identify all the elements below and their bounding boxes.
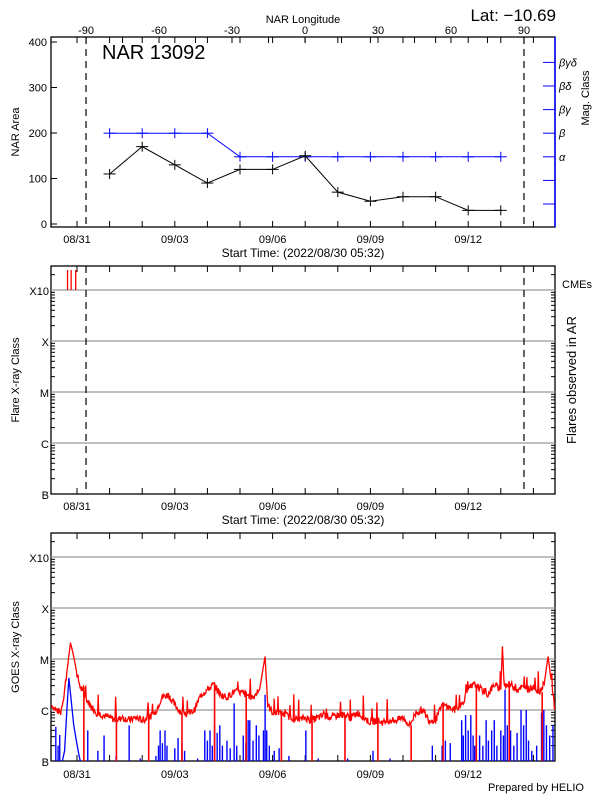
area-point	[462, 205, 475, 216]
ar-title: NAR 13092	[102, 42, 205, 64]
x-tick-label: 08/31	[63, 769, 91, 781]
y-axis-title: GOES X-ray Class	[10, 601, 22, 693]
y-axis-title: NAR Area	[10, 107, 22, 157]
x-tick-label: 08/31	[63, 501, 91, 513]
y-tick-label: 400	[29, 37, 47, 49]
mag-class-label: βγ	[558, 105, 572, 117]
lat-label: Lat: −10.69	[470, 6, 556, 25]
x-tick-label: 09/12	[454, 501, 482, 513]
x-tick-label: 09/09	[357, 234, 385, 246]
x-tick-label: 09/09	[357, 501, 385, 513]
goes-short-bump	[61, 677, 81, 762]
y-tick-label: C	[41, 706, 49, 718]
y-tick-label: M	[40, 655, 49, 667]
flare-panel-frame	[50, 265, 556, 495]
cme-legend: CMEs	[562, 279, 592, 291]
x-tick-label: 09/03	[161, 234, 189, 246]
y-tick-label: X	[42, 337, 50, 349]
mag-class-point	[494, 151, 507, 162]
y-tick-label: C	[41, 439, 49, 451]
area-point	[234, 164, 246, 175]
goes-long-line	[51, 642, 556, 728]
mag-class-point	[331, 151, 344, 162]
y-tick-label: B	[42, 757, 49, 769]
credit: Prepared by HELIO	[488, 782, 584, 794]
x-tick-label: 09/12	[454, 769, 482, 781]
mag-class-point	[429, 151, 442, 162]
area-point	[201, 178, 214, 189]
area-point	[168, 159, 181, 170]
area-point	[103, 168, 116, 179]
y-tick-label: X	[42, 604, 50, 616]
area-point	[494, 205, 507, 216]
lon-tick-label: 90	[518, 25, 530, 37]
area-point	[364, 196, 377, 207]
area-point	[136, 141, 149, 152]
mag-class-point	[397, 151, 409, 162]
lon-tick-label: -60	[151, 25, 167, 37]
x-tick-label: 09/06	[259, 234, 287, 246]
y-tick-label: X10	[29, 286, 49, 298]
area-point	[429, 191, 442, 202]
x-tick-label: 09/06	[259, 769, 287, 781]
area-point	[299, 150, 312, 161]
y-tick-label: X10	[29, 553, 49, 565]
y-tick-label: B	[42, 490, 49, 502]
lon-tick-label: 30	[372, 25, 384, 37]
x-tick-label: 09/12	[454, 234, 482, 246]
lon-tick-label: -90	[78, 25, 94, 37]
area-point	[331, 187, 344, 198]
mag-class-point	[234, 151, 246, 162]
mag-class-point	[168, 128, 181, 139]
mag-class-point	[201, 128, 214, 139]
y-tick-label: 200	[29, 128, 47, 140]
x-axis-title: Start Time: (2022/08/30 05:32)	[222, 513, 385, 527]
lon-tick-label: 0	[302, 25, 308, 37]
area-point	[266, 164, 279, 175]
top-axis-title: NAR Longitude	[266, 14, 341, 26]
goes-panel-frame	[50, 532, 556, 762]
x-axis-title: Start Time: (2022/08/30 05:32)	[222, 246, 385, 260]
mag-class-point	[364, 151, 377, 162]
mag-class-label: βγδ	[558, 57, 578, 69]
y-axis-title: Flare X-ray Class	[10, 337, 22, 422]
mag-class-label: β	[558, 128, 566, 140]
x-tick-label: 08/31	[63, 234, 91, 246]
y2-axis-title: Flares observed in AR	[564, 316, 579, 444]
mag-class-point	[136, 128, 149, 139]
mag-class-point	[462, 151, 475, 162]
x-tick-label: 09/06	[259, 501, 287, 513]
lon-tick-label: -30	[224, 25, 240, 37]
mag-class-label: βδ	[558, 81, 572, 93]
y2-axis-title: Mag. Class	[580, 70, 592, 126]
area-panel-frame	[50, 36, 556, 228]
mag-class-label: α	[559, 152, 566, 164]
x-tick-label: 09/03	[161, 769, 189, 781]
mag-class-point	[103, 128, 116, 139]
x-tick-label: 09/09	[357, 769, 385, 781]
area-point	[397, 191, 409, 202]
y-tick-label: 100	[29, 174, 47, 186]
y-tick-label: M	[40, 388, 49, 400]
y-tick-label: 0	[41, 219, 47, 231]
mag-class-point	[266, 151, 279, 162]
x-tick-label: 09/03	[161, 501, 189, 513]
y-tick-label: 300	[29, 83, 47, 95]
lon-tick-label: 60	[445, 25, 457, 37]
